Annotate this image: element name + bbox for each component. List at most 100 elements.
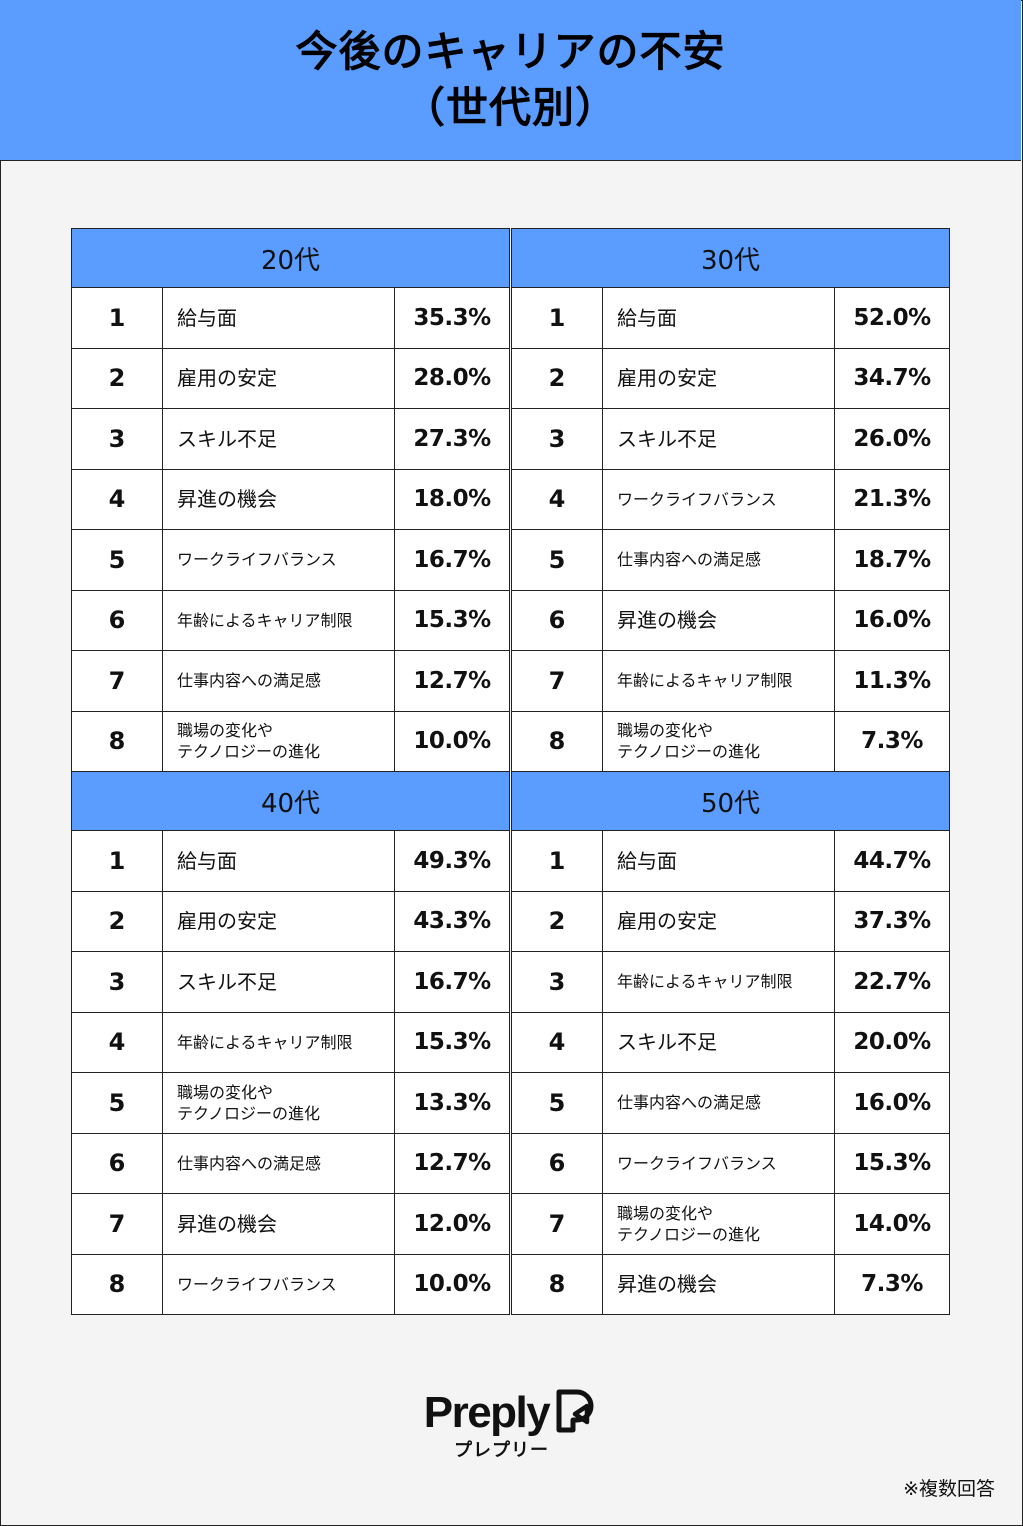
table-row: 1 給与面 49.3% [71, 830, 510, 892]
table-row: 6 昇進の機会 16.0% [511, 589, 950, 651]
concern-label: 仕事内容への満足感 [162, 1132, 395, 1194]
rank-number: 2 [71, 347, 163, 409]
percent-value: 15.3% [834, 1132, 950, 1194]
concern-label: 仕事内容への満足感 [602, 1072, 835, 1134]
concern-label: 年齢によるキャリア制限 [162, 589, 395, 651]
table-row: 2 雇用の安定 28.0% [71, 347, 510, 409]
table-header: 30代 [511, 228, 950, 288]
percent-value: 28.0% [394, 347, 510, 409]
concern-label: 年齢によるキャリア制限 [162, 1011, 395, 1073]
footnote: ※複数回答 [903, 1478, 995, 1500]
percent-value: 13.3% [394, 1072, 510, 1134]
table-row: 7 仕事内容への満足感 12.7% [71, 650, 510, 712]
table-row: 1 給与面 52.0% [511, 287, 950, 349]
rank-number: 3 [71, 951, 163, 1013]
rank-number: 7 [511, 1193, 603, 1255]
table-row: 7 年齢によるキャリア制限 11.3% [511, 650, 950, 712]
page-title: 今後のキャリアの不安 [295, 27, 726, 76]
logo-wordmark: Preply [423, 1388, 551, 1437]
ranking-table: 20代 1 給与面 35.3% 2 雇用の安定 28.0% 3 スキル不足 27.3% 4 昇進の機会… [71, 228, 510, 772]
concern-label: 昇進の機会 [602, 589, 835, 651]
percent-value: 12.7% [394, 1132, 510, 1194]
table-header: 40代 [71, 771, 510, 831]
table-row: 3 スキル不足 27.3% [71, 408, 510, 470]
concern-label: スキル不足 [602, 1011, 835, 1073]
table-row: 6 ワークライフバランス 15.3% [511, 1132, 950, 1194]
percent-value: 26.0% [834, 408, 950, 470]
concern-label: 年齢によるキャリア制限 [602, 951, 835, 1013]
concern-label: 給与面 [162, 830, 395, 892]
percent-value: 52.0% [834, 287, 950, 349]
rank-number: 1 [511, 830, 603, 892]
rank-number: 1 [71, 287, 163, 349]
rank-number: 7 [511, 650, 603, 712]
table-row: 6 年齢によるキャリア制限 15.3% [71, 589, 510, 651]
percent-value: 10.0% [394, 710, 510, 772]
table-row: 3 スキル不足 16.7% [71, 951, 510, 1013]
table-row: 4 昇進の機会 18.0% [71, 468, 510, 530]
table-header: 50代 [511, 771, 950, 831]
table-row: 2 雇用の安定 43.3% [71, 890, 510, 952]
page-subtitle: （世代別） [402, 83, 618, 132]
concern-label: 昇進の機会 [162, 468, 395, 530]
percent-value: 10.0% [394, 1253, 510, 1315]
percent-value: 27.3% [394, 408, 510, 470]
rank-number: 2 [511, 890, 603, 952]
rank-number: 7 [71, 650, 163, 712]
percent-value: 35.3% [394, 287, 510, 349]
concern-label: 仕事内容への満足感 [162, 650, 395, 712]
rank-number: 1 [511, 287, 603, 349]
rank-number: 7 [71, 1193, 163, 1255]
table-row: 8 職場の変化や テクノロジーの進化 10.0% [71, 710, 510, 772]
rank-number: 1 [71, 830, 163, 892]
concern-label: 仕事内容への満足感 [602, 529, 835, 591]
concern-label: 雇用の安定 [602, 347, 835, 409]
concern-label: 給与面 [602, 830, 835, 892]
table-row: 7 職場の変化や テクノロジーの進化 14.0% [511, 1193, 950, 1255]
percent-value: 12.7% [394, 650, 510, 712]
table-row: 8 ワークライフバランス 10.0% [71, 1253, 510, 1315]
percent-value: 37.3% [834, 890, 950, 952]
percent-value: 34.7% [834, 347, 950, 409]
concern-label: 昇進の機会 [162, 1193, 395, 1255]
rank-number: 8 [71, 710, 163, 772]
percent-value: 14.0% [834, 1193, 950, 1255]
concern-label: 給与面 [162, 287, 395, 349]
concern-label: ワークライフバランス [602, 468, 835, 530]
percent-value: 21.3% [834, 468, 950, 530]
rank-number: 5 [71, 1072, 163, 1134]
concern-label: 職場の変化や テクノロジーの進化 [602, 710, 835, 772]
rank-number: 6 [511, 1132, 603, 1194]
table-row: 3 年齢によるキャリア制限 22.7% [511, 951, 950, 1013]
rank-number: 5 [511, 529, 603, 591]
rank-number: 3 [71, 408, 163, 470]
percent-value: 15.3% [394, 1011, 510, 1073]
percent-value: 16.0% [834, 1072, 950, 1134]
concern-label: ワークライフバランス [162, 1253, 395, 1315]
rank-number: 5 [71, 529, 163, 591]
table-row: 5 仕事内容への満足感 16.0% [511, 1072, 950, 1134]
percent-value: 11.3% [834, 650, 950, 712]
rank-number: 4 [71, 1011, 163, 1073]
percent-value: 12.0% [394, 1193, 510, 1255]
table-row: 4 年齢によるキャリア制限 15.3% [71, 1011, 510, 1073]
table-row: 4 スキル不足 20.0% [511, 1011, 950, 1073]
table-row: 5 職場の変化や テクノロジーの進化 13.3% [71, 1072, 510, 1134]
rank-number: 5 [511, 1072, 603, 1134]
logo-subtitle: プレプリー [454, 1440, 549, 1461]
rank-number: 6 [71, 1132, 163, 1194]
table-row: 8 昇進の機会 7.3% [511, 1253, 950, 1315]
rank-number: 4 [71, 468, 163, 530]
concern-label: ワークライフバランス [162, 529, 395, 591]
table-row: 3 スキル不足 26.0% [511, 408, 950, 470]
percent-value: 43.3% [394, 890, 510, 952]
concern-label: 雇用の安定 [162, 347, 395, 409]
rank-number: 4 [511, 468, 603, 530]
percent-value: 18.7% [834, 529, 950, 591]
table-row: 5 仕事内容への満足感 18.7% [511, 529, 950, 591]
ranking-table: 40代 1 給与面 49.3% 2 雇用の安定 43.3% 3 スキル不足 16.7% 4 年齢による… [71, 771, 510, 1315]
percent-value: 15.3% [394, 589, 510, 651]
concern-label: スキル不足 [162, 408, 395, 470]
percent-value: 16.7% [394, 529, 510, 591]
table-row: 2 雇用の安定 37.3% [511, 890, 950, 952]
